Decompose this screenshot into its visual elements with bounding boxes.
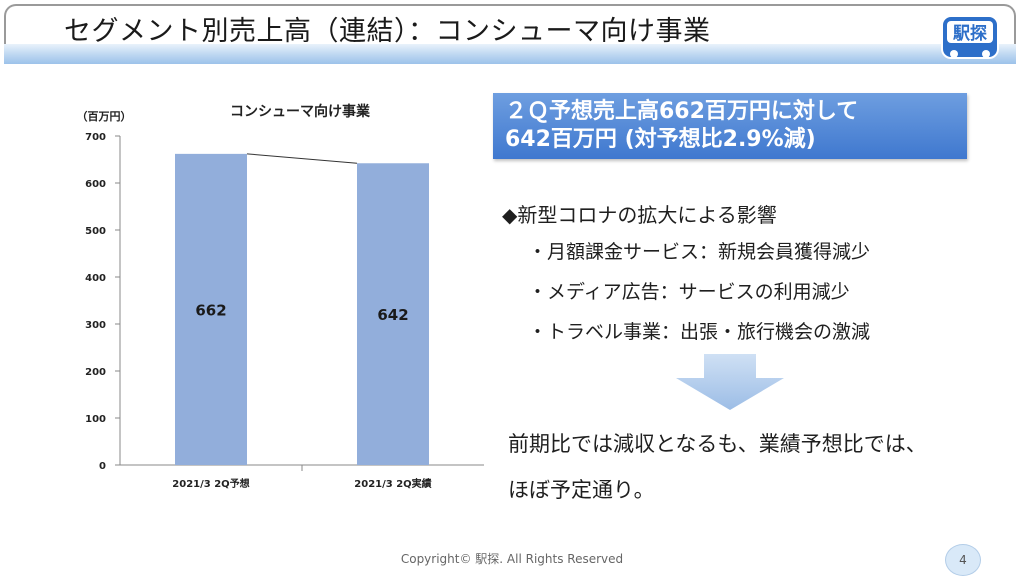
y-tick-label: 200 xyxy=(85,367,106,378)
conclusion-line-2: ほぼ予定通り。 xyxy=(508,478,655,502)
summary-line-1: ２Ｑ予想売上高662百万円に対して xyxy=(505,99,859,124)
page-number: 4 xyxy=(945,544,981,576)
ekitan-logo-icon: 駅探 xyxy=(941,15,999,59)
summary-line-2: 642百万円 (対予想比2.9%減) xyxy=(505,127,816,152)
bar-chart: コンシューマ向け事業 （百万円） 0 100 200 300 400 500 600 700 662… xyxy=(77,103,484,490)
y-tick-label: 300 xyxy=(85,320,106,331)
bar-value-label: 662 xyxy=(195,301,226,319)
logo-text: 駅探 xyxy=(952,23,987,44)
impact-item: ・トラベル事業：出張・旅行機会の激減 xyxy=(528,321,871,343)
y-tick-label: 0 xyxy=(99,461,106,472)
y-tick-label: 400 xyxy=(85,273,106,284)
conclusion-line-1: 前期比では減収となるも、業績予想比では、 xyxy=(508,432,927,456)
x-tick-label: 2021/3 2Q予想 xyxy=(172,477,249,490)
impact-item: ・月額課金サービス：新規会員獲得減少 xyxy=(528,241,871,263)
chart-title: コンシューマ向け事業 xyxy=(230,103,371,120)
impact-heading: ◆新型コロナの拡大による影響 xyxy=(502,203,777,227)
page-title: セグメント別売上高（連結）：コンシューマ向け事業 xyxy=(64,16,711,47)
y-axis-unit-label: （百万円） xyxy=(77,110,132,123)
y-tick-label: 500 xyxy=(85,226,106,237)
impact-item: ・メディア広告：サービスの利用減少 xyxy=(528,281,850,303)
copyright-footer: Copyright© 駅探. All Rights Reserved xyxy=(400,552,624,566)
x-tick-label: 2021/3 2Q実績 xyxy=(354,477,431,490)
summary-box: ２Ｑ予想売上高662百万円に対して 642百万円 (対予想比2.9%減) xyxy=(493,93,967,159)
connector-line xyxy=(246,153,358,164)
y-tick-label: 700 xyxy=(85,132,106,143)
y-tick-label: 600 xyxy=(85,179,106,190)
y-tick-label: 100 xyxy=(85,414,106,425)
bar xyxy=(357,163,429,465)
bar-value-label: 642 xyxy=(377,306,408,324)
title-frame xyxy=(4,4,1016,48)
title-strip xyxy=(4,44,1016,64)
bar xyxy=(175,153,247,466)
down-arrow-icon xyxy=(676,354,784,410)
